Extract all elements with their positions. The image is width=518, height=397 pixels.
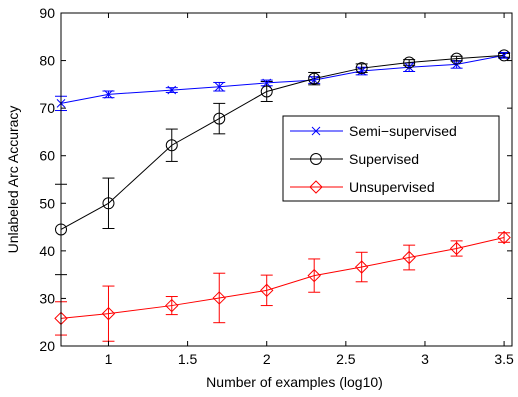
data-point	[402, 250, 416, 265]
series-line	[60, 54, 505, 104]
x-axis-label: Number of examples (log10)	[206, 374, 383, 390]
y-tick-label: 60	[39, 148, 55, 164]
y-tick-label: 80	[39, 53, 55, 69]
data-point	[497, 230, 511, 245]
data-point	[498, 49, 511, 62]
markers-layer	[54, 49, 511, 326]
legend: Semi−supervised Supervised Unsupervised	[282, 115, 500, 202]
y-tick-label: 50	[39, 195, 55, 211]
y-tick-label: 20	[39, 338, 55, 354]
data-point	[449, 241, 464, 256]
series-line	[60, 237, 505, 319]
legend-entry: Unsupervised	[290, 179, 435, 195]
x-tick-label: 2.5	[336, 351, 356, 367]
x-marker-stroke	[404, 62, 414, 72]
x-marker-stroke	[311, 126, 321, 136]
legend-entry: Supervised	[290, 151, 419, 167]
axes-layer: 1 1.5 2 2.5 3 3.5 20 30 40 50 60 70 80 90	[39, 5, 514, 367]
y-tick-label: 30	[39, 290, 55, 306]
data-point	[308, 72, 321, 85]
data-point	[307, 268, 321, 283]
legend-marker	[310, 153, 322, 165]
data-point	[260, 283, 274, 298]
legend-label: Supervised	[349, 151, 419, 167]
data-point	[354, 260, 369, 274]
data-point	[213, 112, 226, 125]
legend-marker	[309, 180, 323, 194]
data-point	[165, 298, 179, 313]
x-tick-label: 3.5	[494, 351, 514, 367]
x-tick-label: 1.5	[178, 351, 198, 367]
data-point	[404, 62, 414, 72]
x-marker-stroke	[104, 89, 113, 99]
x-marker-stroke	[214, 82, 224, 92]
y-axis-label: Unlabeled Arc Accuracy	[5, 106, 21, 254]
x-marker-stroke	[357, 66, 367, 76]
series-lines-layer	[60, 54, 505, 319]
y-tick-label: 70	[39, 100, 55, 116]
data-point	[214, 82, 224, 92]
plot-area-frame	[60, 12, 513, 347]
data-point	[262, 78, 272, 88]
data-point	[167, 85, 177, 95]
x-tick-label: 2	[263, 351, 271, 367]
x-marker-stroke	[167, 85, 177, 95]
data-point	[212, 291, 226, 305]
y-tick-label: 40	[39, 243, 55, 259]
x-marker-stroke	[262, 78, 272, 88]
data-point	[450, 52, 463, 65]
legend-marker	[311, 126, 321, 136]
legend-label: Semi−supervised	[349, 123, 457, 139]
data-point	[309, 75, 319, 85]
data-point	[499, 50, 509, 60]
series-line	[60, 54, 505, 230]
x-tick-label: 1	[105, 351, 113, 367]
data-point	[102, 197, 115, 210]
data-point	[101, 306, 116, 321]
data-point	[260, 85, 273, 98]
legend-label: Unsupervised	[349, 179, 435, 195]
data-point	[104, 89, 113, 99]
y-tick-label: 90	[39, 5, 55, 21]
x-marker-stroke	[499, 50, 509, 60]
x-tick-label: 3	[421, 351, 429, 367]
data-point	[355, 62, 368, 75]
data-point	[165, 139, 178, 152]
legend-entry: Semi−supervised	[290, 123, 457, 139]
data-point	[357, 66, 367, 76]
x-marker-stroke	[309, 75, 319, 85]
data-point	[403, 56, 416, 69]
